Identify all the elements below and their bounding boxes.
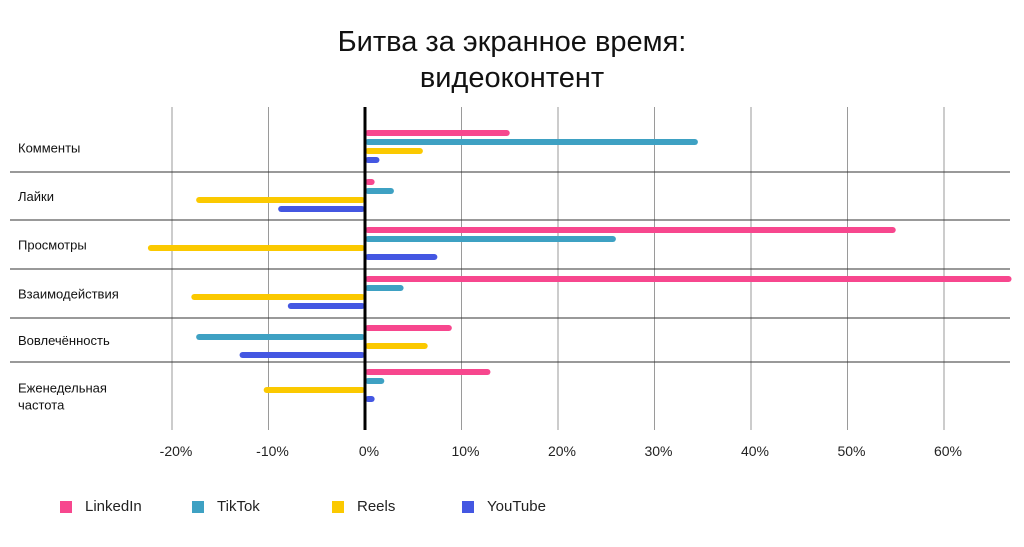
row-dividers: [10, 171, 1010, 363]
legend-swatch-linkedin: [60, 500, 72, 513]
x-tick-label-6: 40%: [741, 443, 769, 459]
bar-tiktok-2: [365, 236, 616, 242]
bar-youtube-1: [278, 206, 365, 212]
x-tick-label-1: -10%: [256, 443, 289, 459]
bar-youtube-2: [365, 254, 438, 260]
bar-linkedin-2: [365, 227, 896, 233]
chart-title: Битва за экранное время: видеоконтент: [0, 24, 1024, 96]
category-label-0: Комменты: [18, 141, 80, 156]
legend-label-reels: Reels: [357, 498, 396, 515]
x-tick-label-2: 0%: [359, 443, 379, 459]
bar-tiktok-1: [365, 188, 394, 194]
bar-reels-4: [365, 343, 428, 349]
bars: [147, 130, 1012, 402]
bar-reels-5: [263, 387, 365, 393]
bar-tiktok-4: [196, 334, 365, 340]
x-tick-label-4: 20%: [548, 443, 576, 459]
bar-reels-1: [196, 197, 365, 203]
x-tick-labels: -20% -10% 0% 10% 20% 30% 40% 50% 60%: [160, 443, 962, 459]
bar-tiktok-3: [365, 285, 404, 291]
legend-label-linkedin: LinkedIn: [85, 498, 142, 515]
legend-item-tiktok: TikTok: [192, 498, 260, 515]
bar-reels-2: [147, 245, 365, 251]
legend-item-youtube: YouTube: [462, 498, 546, 515]
category-label-5: Еженедельная частота: [18, 381, 107, 413]
category-label-1: Лайки: [18, 189, 54, 204]
chart-title-line-1: Битва за экранное время:: [337, 26, 687, 58]
category-label-2: Просмотры: [18, 238, 87, 253]
legend-swatch-reels: [332, 500, 344, 513]
legend-swatch-youtube: [462, 500, 474, 513]
bar-reels-3: [191, 294, 365, 300]
category-labels: Комменты Лайки Просмотры Взаимодействия Вовл…: [18, 141, 119, 413]
category-label-4: Вовлечённость: [18, 333, 110, 348]
bar-youtube-3: [287, 303, 365, 309]
legend-item-linkedin: LinkedIn: [60, 498, 142, 515]
bar-linkedin-5: [365, 369, 491, 375]
bar-youtube-0: [365, 157, 380, 163]
bar-linkedin-0: [365, 130, 510, 136]
chart-title-line-2: видеоконтент: [419, 62, 605, 94]
bar-youtube-4: [239, 352, 365, 358]
bar-linkedin-4: [365, 325, 452, 331]
legend-swatch-tiktok: [192, 500, 204, 513]
x-tick-label-3: 10%: [451, 443, 479, 459]
category-label-3: Взаимодействия: [18, 287, 119, 302]
bar-tiktok-5: [365, 378, 385, 384]
x-tick-label-7: 50%: [837, 443, 865, 459]
x-tick-label-0: -20%: [160, 443, 193, 459]
bar-tiktok-0: [365, 139, 698, 145]
legend-label-tiktok: TikTok: [217, 498, 260, 515]
bar-linkedin-3: [365, 276, 1012, 282]
legend-item-reels: Reels: [332, 498, 395, 515]
bar-linkedin-1: [365, 179, 375, 185]
x-tick-label-8: 60%: [934, 443, 962, 459]
bar-youtube-5: [365, 396, 375, 402]
legend-label-youtube: YouTube: [487, 498, 546, 515]
x-tick-label-5: 30%: [644, 443, 672, 459]
bar-reels-0: [365, 148, 423, 154]
